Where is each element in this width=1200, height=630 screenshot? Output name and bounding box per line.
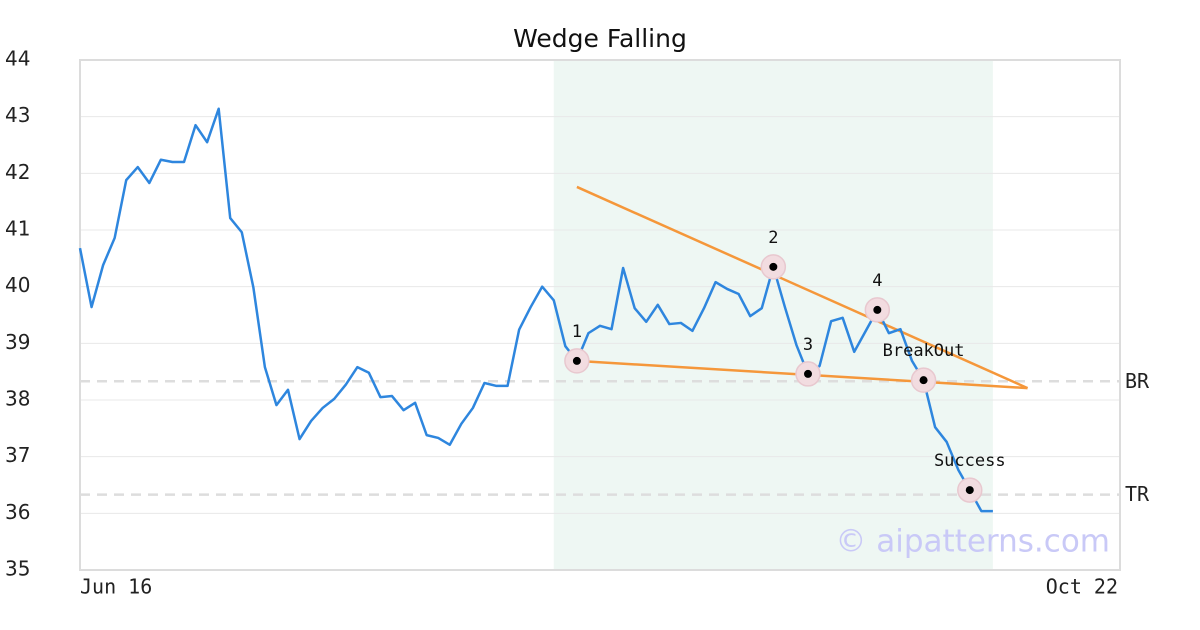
pattern-point <box>919 376 928 385</box>
pattern-point <box>572 356 581 365</box>
x-tick-label: Jun 16 <box>80 575 152 599</box>
pattern-point <box>804 369 812 378</box>
trendline <box>576 185 1029 390</box>
y-tick-label: 42 <box>5 160 30 184</box>
y-tick-label: 39 <box>5 330 30 354</box>
y-tick-label: 37 <box>5 443 30 467</box>
annotation-label: BreakOut <box>883 341 965 361</box>
y-tick-label: 43 <box>5 103 30 127</box>
watermark: © aipatterns.com <box>835 524 1110 560</box>
highlight-region <box>553 60 993 570</box>
pattern-point <box>873 305 882 314</box>
annotation-label: Success <box>934 451 1006 471</box>
y-tick-label: 35 <box>5 557 30 581</box>
y-tick-label: 38 <box>5 387 30 411</box>
price-line <box>78 107 993 513</box>
level-label: BR <box>1125 369 1150 393</box>
chart-title: Wedge Falling <box>513 24 687 53</box>
annotation-label: 3 <box>803 335 813 355</box>
annotation-label: 1 <box>572 322 582 342</box>
level-label: TR <box>1125 482 1150 506</box>
y-tick-label: 40 <box>5 273 30 297</box>
plot-frame <box>79 59 1121 571</box>
annotation-label: 4 <box>872 271 882 291</box>
y-tick-label: 36 <box>5 500 30 524</box>
x-tick-label: Oct 22 <box>1046 575 1118 599</box>
annotation-label: 2 <box>768 228 778 248</box>
pattern-point <box>769 262 778 271</box>
y-tick-label: 44 <box>5 47 30 71</box>
pattern-point <box>965 486 974 495</box>
y-tick-label: 41 <box>5 217 30 241</box>
